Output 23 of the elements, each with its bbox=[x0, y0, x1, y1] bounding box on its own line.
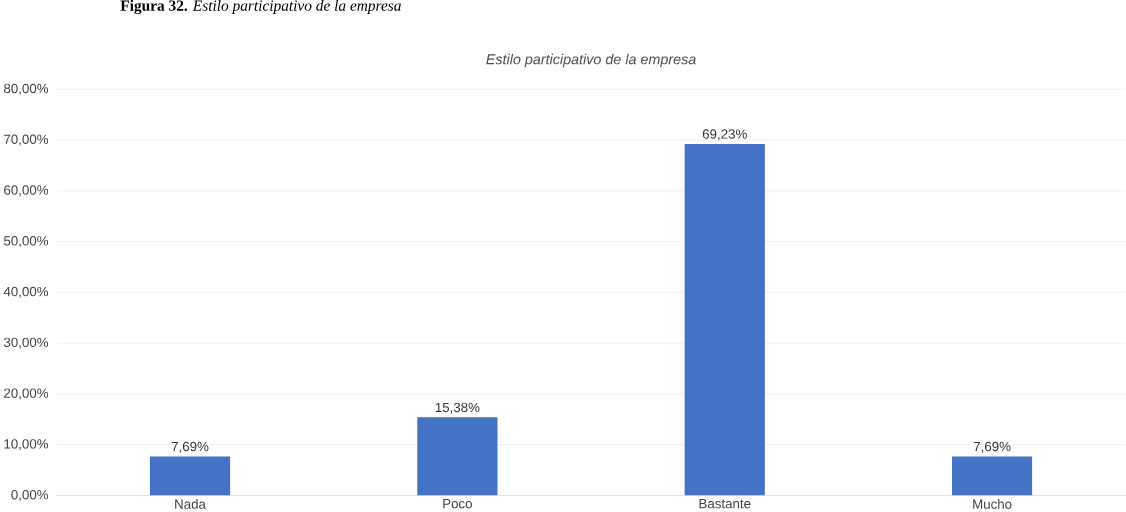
x-tick-label: Mucho bbox=[973, 498, 1012, 509]
bar bbox=[417, 417, 498, 496]
bar bbox=[952, 456, 1033, 496]
y-tick-label: 70,00% bbox=[4, 134, 49, 146]
y-tick-label: 50,00% bbox=[3, 235, 49, 247]
y-tick-label: 20,00% bbox=[4, 388, 49, 400]
text: Figura 32. Estilo participativo de la empresa bbox=[120, 0, 401, 14]
y-tick-label: 10,00% bbox=[4, 439, 49, 451]
bar bbox=[684, 143, 765, 496]
data-label: 7,69% bbox=[171, 441, 209, 453]
y-tick-label: 40,00% bbox=[3, 286, 49, 298]
chart-title: Estilo participativo de la empresa bbox=[486, 53, 696, 68]
x-tick-label: Poco bbox=[443, 498, 472, 509]
y-tick-label: 0,00% bbox=[11, 489, 49, 501]
data-label: 15,38% bbox=[435, 402, 480, 414]
data-label: 69,23% bbox=[702, 129, 747, 141]
x-tick-label: Nada bbox=[175, 498, 206, 509]
x-tick-label: Bastante bbox=[699, 498, 751, 509]
y-tick-label: 60,00% bbox=[4, 185, 49, 197]
data-label: 7,69% bbox=[973, 441, 1011, 453]
y-tick-label: 80,00% bbox=[4, 83, 49, 95]
bar bbox=[149, 456, 231, 496]
y-tick-label: 30,00% bbox=[3, 337, 49, 349]
